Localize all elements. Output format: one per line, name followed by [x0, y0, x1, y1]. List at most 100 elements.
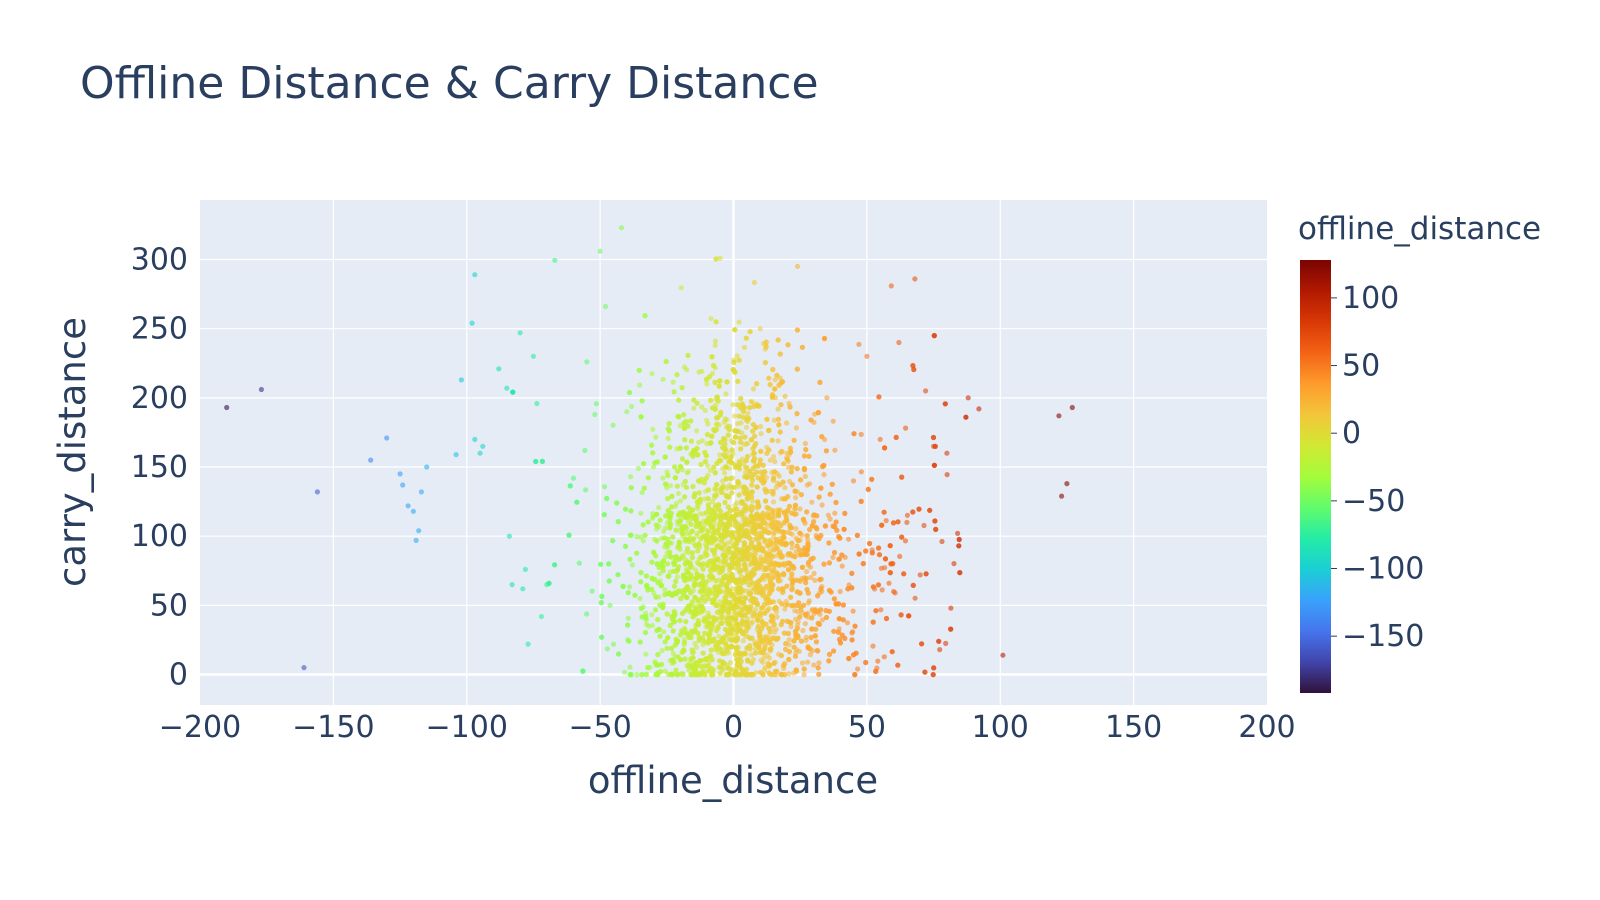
data-point	[784, 583, 790, 589]
data-point	[759, 546, 765, 552]
data-point	[678, 671, 684, 677]
x-tick-label: 200	[1238, 710, 1295, 745]
data-point	[793, 425, 800, 431]
data-point	[606, 561, 612, 567]
data-point	[836, 616, 842, 622]
data-point	[703, 476, 709, 482]
data-point	[643, 671, 650, 678]
data-point	[736, 319, 742, 325]
data-point	[756, 541, 762, 547]
data-point	[748, 437, 755, 443]
data-point	[642, 629, 649, 636]
data-point	[676, 519, 683, 525]
data-point	[738, 567, 745, 573]
data-point	[742, 434, 748, 440]
data-point	[679, 530, 685, 537]
data-point	[806, 453, 812, 459]
data-point	[674, 372, 680, 378]
data-point	[747, 535, 753, 541]
colorbar-tick-label: −50	[1342, 484, 1405, 519]
data-point	[797, 530, 803, 536]
x-tick-label: −50	[568, 710, 631, 745]
data-point	[770, 524, 776, 530]
data-point	[652, 607, 659, 613]
data-point	[744, 505, 750, 512]
data-point	[758, 657, 764, 663]
data-point	[786, 649, 793, 655]
data-point	[726, 671, 732, 677]
data-point	[910, 509, 916, 515]
data-point	[723, 641, 729, 647]
data-point	[688, 572, 694, 578]
data-point	[773, 604, 779, 610]
data-point	[622, 543, 629, 550]
data-point	[699, 527, 705, 534]
data-point	[756, 629, 762, 636]
data-point	[761, 528, 767, 534]
data-point	[736, 672, 742, 678]
data-point	[723, 528, 729, 534]
data-point	[657, 633, 663, 639]
data-point	[771, 499, 777, 505]
data-point	[727, 530, 733, 536]
data-point	[787, 445, 794, 451]
data-point	[749, 482, 755, 488]
data-point	[679, 456, 686, 462]
data-point	[534, 400, 540, 407]
data-point	[719, 579, 725, 585]
data-point	[713, 319, 719, 325]
data-point	[721, 436, 727, 442]
data-point	[776, 422, 782, 428]
data-point	[639, 398, 645, 404]
data-point	[839, 632, 845, 638]
data-point	[729, 561, 736, 567]
data-point	[683, 484, 690, 490]
data-point	[816, 660, 822, 666]
data-point	[756, 503, 762, 509]
data-point	[384, 435, 390, 441]
data-point	[786, 656, 792, 663]
data-point	[713, 628, 720, 634]
data-point	[689, 528, 695, 534]
data-point	[691, 583, 697, 589]
data-point	[690, 483, 696, 490]
data-point	[767, 382, 773, 388]
data-point	[657, 571, 663, 577]
data-point	[725, 504, 731, 510]
data-point	[819, 617, 826, 623]
data-point	[622, 506, 629, 512]
data-point	[665, 435, 671, 442]
data-point	[692, 667, 699, 673]
data-point	[887, 543, 893, 549]
data-point	[910, 582, 916, 589]
data-point	[676, 414, 682, 420]
data-point	[670, 534, 676, 540]
data-point	[774, 614, 780, 620]
data-point	[699, 573, 705, 579]
data-point	[672, 642, 678, 648]
data-point	[734, 353, 740, 359]
data-point	[599, 634, 605, 640]
data-point	[627, 672, 633, 678]
data-point	[815, 593, 821, 599]
data-point	[783, 646, 789, 653]
data-point	[784, 456, 791, 463]
data-point	[942, 401, 948, 407]
data-point	[743, 424, 750, 430]
data-point	[753, 547, 760, 553]
data-point	[695, 548, 701, 554]
data-point	[839, 563, 845, 569]
data-point	[849, 585, 855, 591]
data-point	[681, 425, 688, 431]
data-point	[808, 417, 814, 423]
data-point	[737, 534, 743, 540]
data-point	[743, 335, 749, 341]
data-point	[877, 436, 883, 442]
data-point	[669, 657, 676, 663]
data-point	[695, 452, 701, 458]
data-point	[824, 395, 830, 401]
data-point	[779, 601, 785, 607]
data-point	[684, 594, 690, 601]
data-point	[715, 556, 721, 562]
data-point	[797, 590, 803, 596]
